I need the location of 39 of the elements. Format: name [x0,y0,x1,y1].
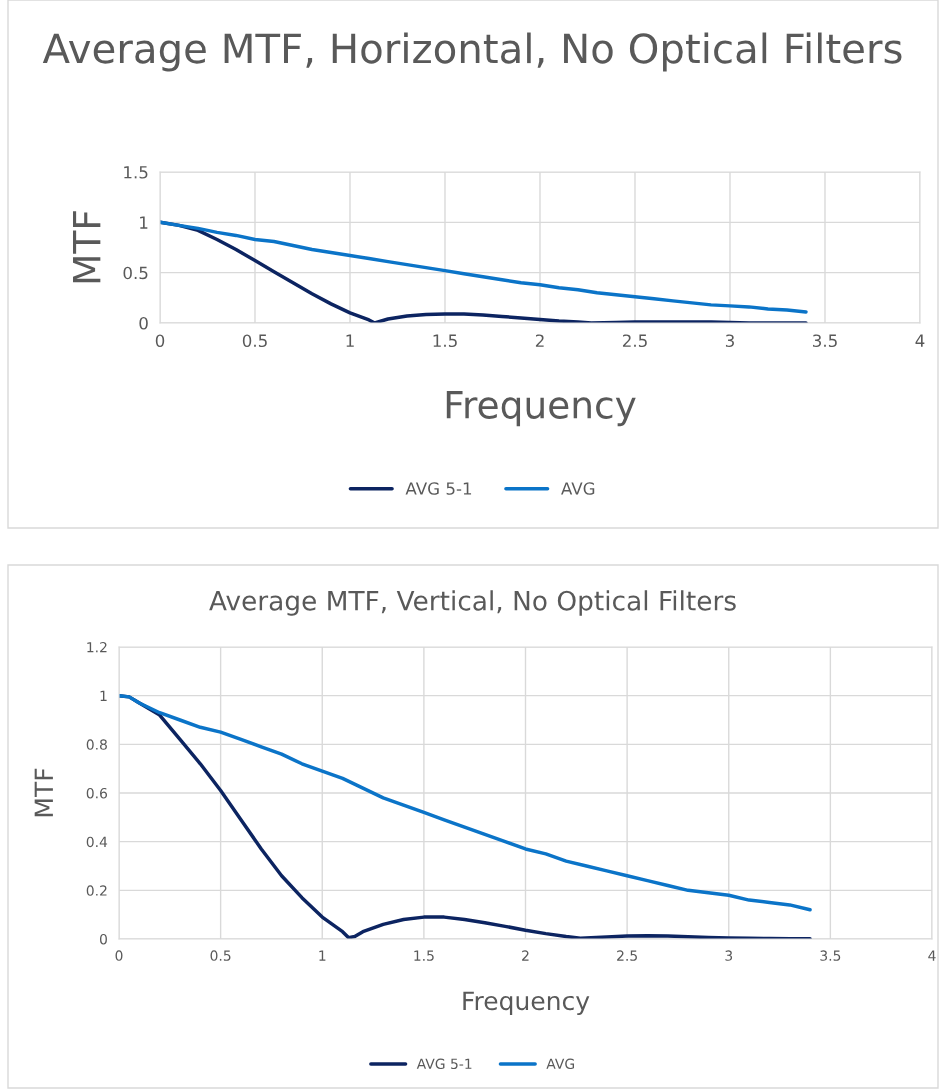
y-tick-label: 0 [139,316,148,330]
y-tick-label: 1.5 [124,166,148,179]
chart-title: Average MTF, Vertical, No Optical Filters [209,590,736,616]
x-tick-label: 4 [915,334,925,347]
y-tick-label: 0 [99,933,107,945]
legend-label: AVG [546,1058,575,1070]
chart-title: Average MTF, Horizontal, No Optical Filters [42,32,902,72]
x-tick-label: 3.5 [813,334,837,348]
x-tick-label: 3 [725,950,733,961]
x-tick-label: 4 [928,950,936,961]
y-tick-label: 0.5 [123,266,148,280]
legend-label: AVG 5-1 [416,1058,472,1070]
y-axis-title: MTF [73,211,101,283]
x-tick-label: 2 [522,950,529,961]
x-tick-label: 0.5 [210,950,231,961]
x-tick-label: 3 [725,334,734,348]
x-tick-label: 2.5 [617,950,637,961]
y-tick-label: 0.8 [86,739,107,750]
x-tick-label: 1.5 [433,334,457,348]
x-tick-label: 3.5 [820,950,841,961]
x-tick-label: 1 [319,950,326,961]
x-axis-title: Frequency [463,991,590,1016]
x-tick-label: 2.5 [622,334,647,348]
y-tick-label: 1 [100,690,107,701]
y-tick-label: 0.4 [86,836,108,848]
y-tick-label: 1 [140,216,148,229]
x-tick-label: 1.5 [414,950,434,961]
x-tick-label: 0.5 [242,334,267,348]
x-axis-title: Frequency [446,391,636,427]
y-tick-label: 1.2 [87,641,107,653]
legend-label: AVG 5-1 [405,482,472,495]
y-axis-title: MTF [34,768,53,817]
x-tick-label: 0 [155,334,165,348]
x-tick-label: 2 [535,334,544,347]
legend-label: AVG [561,482,595,495]
y-tick-label: 0.2 [86,885,107,896]
x-tick-label: 0 [115,950,123,961]
x-tick-label: 1 [346,334,354,347]
y-tick-label: 0.6 [86,787,108,799]
